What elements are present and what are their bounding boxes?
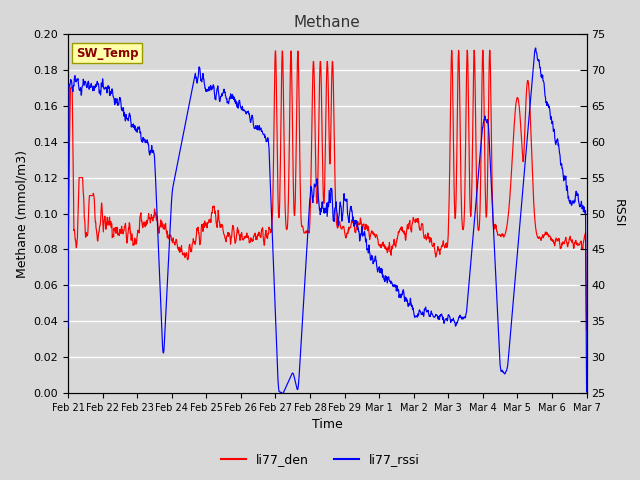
Text: SW_Temp: SW_Temp [76, 47, 138, 60]
Title: Methane: Methane [294, 15, 361, 30]
Y-axis label: Methane (mmol/m3): Methane (mmol/m3) [15, 150, 28, 277]
Y-axis label: RSSI: RSSI [612, 199, 625, 228]
X-axis label: Time: Time [312, 419, 342, 432]
Legend: li77_den, li77_rssi: li77_den, li77_rssi [216, 448, 424, 471]
